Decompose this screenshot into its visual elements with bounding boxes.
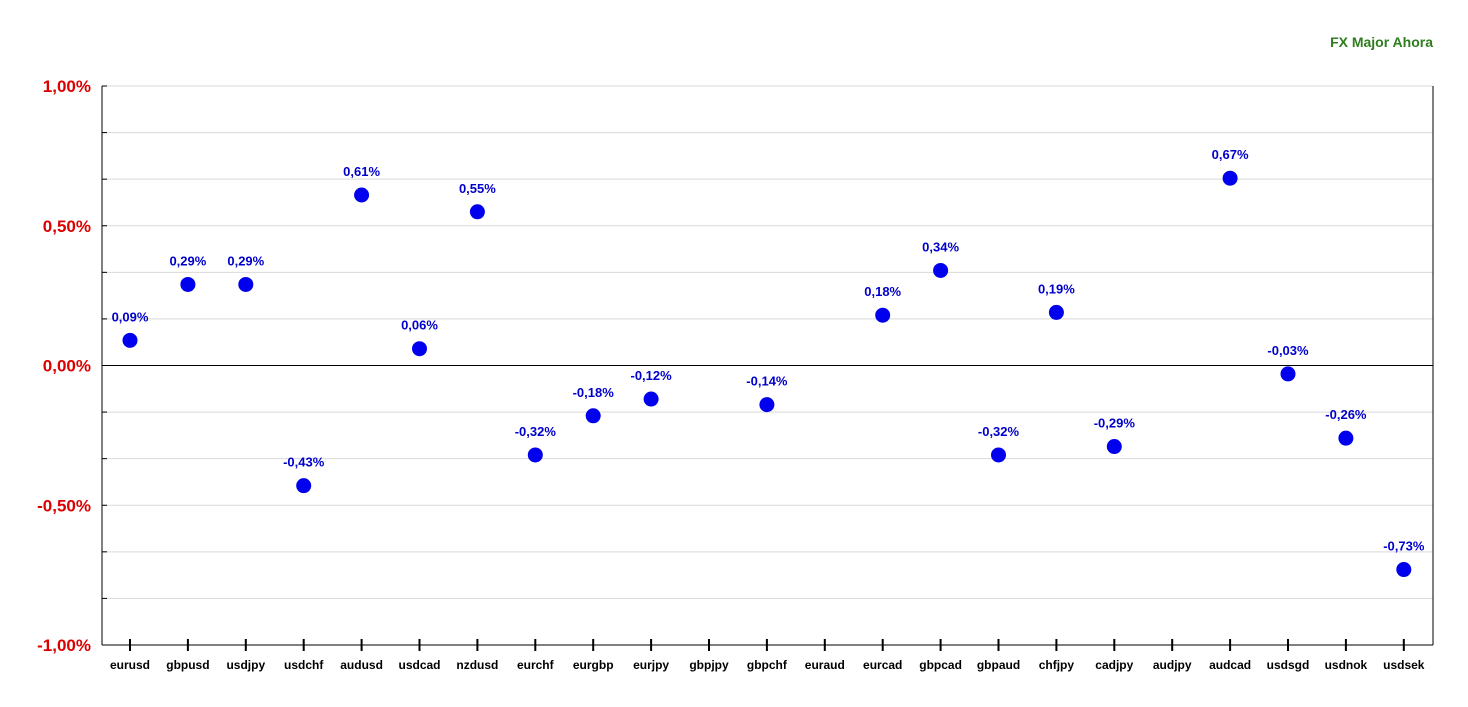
axes xyxy=(101,86,1434,646)
data-point xyxy=(1396,562,1412,578)
chart-title: FX Major Ahora xyxy=(1330,34,1433,50)
data-point xyxy=(1222,170,1238,186)
x-tick-label: usdnok xyxy=(1325,658,1368,672)
x-tick-label: gbpusd xyxy=(166,658,209,672)
x-tick-label: gbpchf xyxy=(747,658,788,672)
x-tick-label: nzdusd xyxy=(456,658,498,672)
data-point xyxy=(1280,366,1296,382)
x-tick-label: cadjpy xyxy=(1095,658,1133,672)
data-points xyxy=(122,170,1412,578)
data-label: 0,29% xyxy=(227,253,264,268)
x-tick-label: gbpjpy xyxy=(689,658,729,672)
data-label: 0,06% xyxy=(401,318,438,333)
x-tick-label: audcad xyxy=(1209,658,1251,672)
data-label: 0,18% xyxy=(864,284,901,299)
x-tick-label: gbpcad xyxy=(919,658,962,672)
y-axis-ticks: 1,00% 0,50% 0,00% -0,50% -1,00% xyxy=(37,77,107,655)
data-label: -0,14% xyxy=(746,374,788,389)
x-axis-ticks: eurusd gbpusd usdjpy usdchf audusd usdcad nzdu… xyxy=(110,639,1425,672)
data-point xyxy=(1048,304,1064,320)
y-tick-label: 0,00% xyxy=(43,357,91,376)
x-tick-label: audusd xyxy=(340,658,383,672)
x-tick-label: usdchf xyxy=(284,658,324,672)
x-tick-label: eurcad xyxy=(863,658,902,672)
data-point xyxy=(527,447,543,463)
data-point xyxy=(875,307,891,323)
data-label: -0,32% xyxy=(515,424,557,439)
data-label: 0,19% xyxy=(1038,281,1075,296)
x-tick-label: eurgbp xyxy=(573,658,614,672)
y-tick-label: 1,00% xyxy=(43,77,91,96)
data-point xyxy=(1338,430,1354,446)
data-label: -0,26% xyxy=(1325,407,1367,422)
data-label: -0,12% xyxy=(630,368,672,383)
data-point xyxy=(412,341,427,357)
data-label: 0,61% xyxy=(343,164,380,179)
data-point xyxy=(991,447,1006,463)
data-point xyxy=(585,408,601,424)
x-tick-label: eurjpy xyxy=(633,658,669,672)
data-point xyxy=(469,204,485,220)
data-point xyxy=(1106,439,1122,455)
data-point xyxy=(933,262,949,278)
data-label: 0,67% xyxy=(1212,147,1249,162)
data-label: -0,73% xyxy=(1383,539,1425,554)
data-label: -0,43% xyxy=(283,455,325,470)
data-point xyxy=(643,391,659,407)
data-label: -0,03% xyxy=(1267,343,1309,358)
x-tick-label: audjpy xyxy=(1153,658,1192,672)
data-label: 0,34% xyxy=(922,239,959,254)
x-tick-label: gbpaud xyxy=(977,658,1020,672)
data-labels: 0,09% 0,29% 0,29% -0,43% 0,61% 0,06% 0,55% -0,3… xyxy=(112,147,1425,553)
x-tick-label: eurusd xyxy=(110,658,150,672)
x-tick-label: euraud xyxy=(805,658,845,672)
x-tick-label: chfjpy xyxy=(1039,658,1075,672)
x-tick-label: usdcad xyxy=(398,658,440,672)
data-point xyxy=(354,187,370,203)
data-label: 0,55% xyxy=(459,181,496,196)
y-tick-label: 0,50% xyxy=(43,217,91,236)
data-point xyxy=(759,397,775,413)
data-label: -0,29% xyxy=(1094,416,1136,431)
data-point xyxy=(238,276,254,292)
data-label: -0,18% xyxy=(573,385,615,400)
x-tick-label: usdsek xyxy=(1383,658,1425,672)
y-tick-label: -0,50% xyxy=(37,496,91,515)
data-label: -0,32% xyxy=(978,424,1020,439)
y-tick-label: -1,00% xyxy=(37,636,91,655)
data-label: 0,29% xyxy=(169,253,206,268)
data-point xyxy=(122,332,138,348)
x-tick-label: usdsgd xyxy=(1267,658,1310,672)
x-tick-label: usdjpy xyxy=(226,658,265,672)
data-point xyxy=(296,478,312,494)
x-tick-label: eurchf xyxy=(517,658,555,672)
data-point xyxy=(180,276,196,292)
data-label: 0,09% xyxy=(112,309,149,324)
